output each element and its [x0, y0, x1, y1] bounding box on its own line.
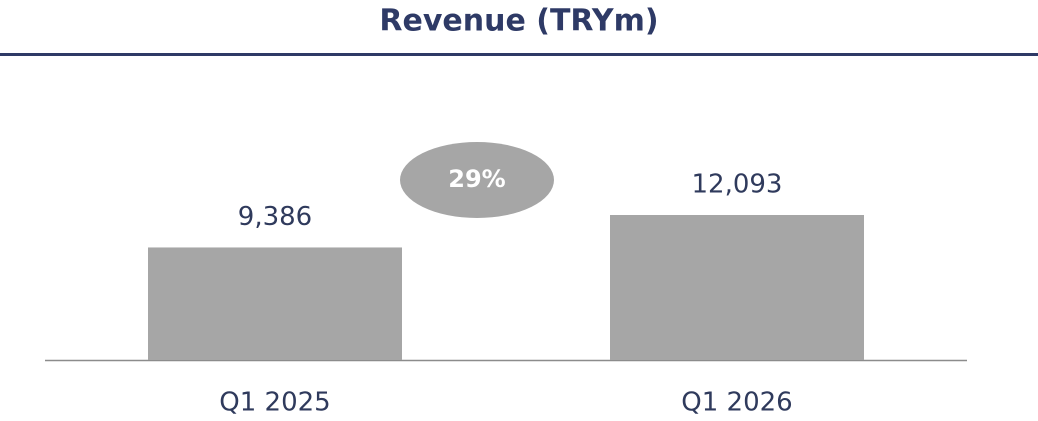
growth-badge — [400, 142, 554, 218]
bar — [148, 247, 402, 360]
value-label: 9,386 — [238, 202, 312, 232]
bar — [610, 215, 864, 360]
title-rule — [0, 53, 1038, 56]
chart-title: Revenue (TRYm) — [379, 4, 658, 39]
growth-label: 29% — [448, 165, 505, 193]
x-tick-label: Q1 2025 — [219, 388, 330, 418]
x-tick-label: Q1 2026 — [681, 388, 792, 418]
value-label: 12,093 — [692, 170, 783, 200]
